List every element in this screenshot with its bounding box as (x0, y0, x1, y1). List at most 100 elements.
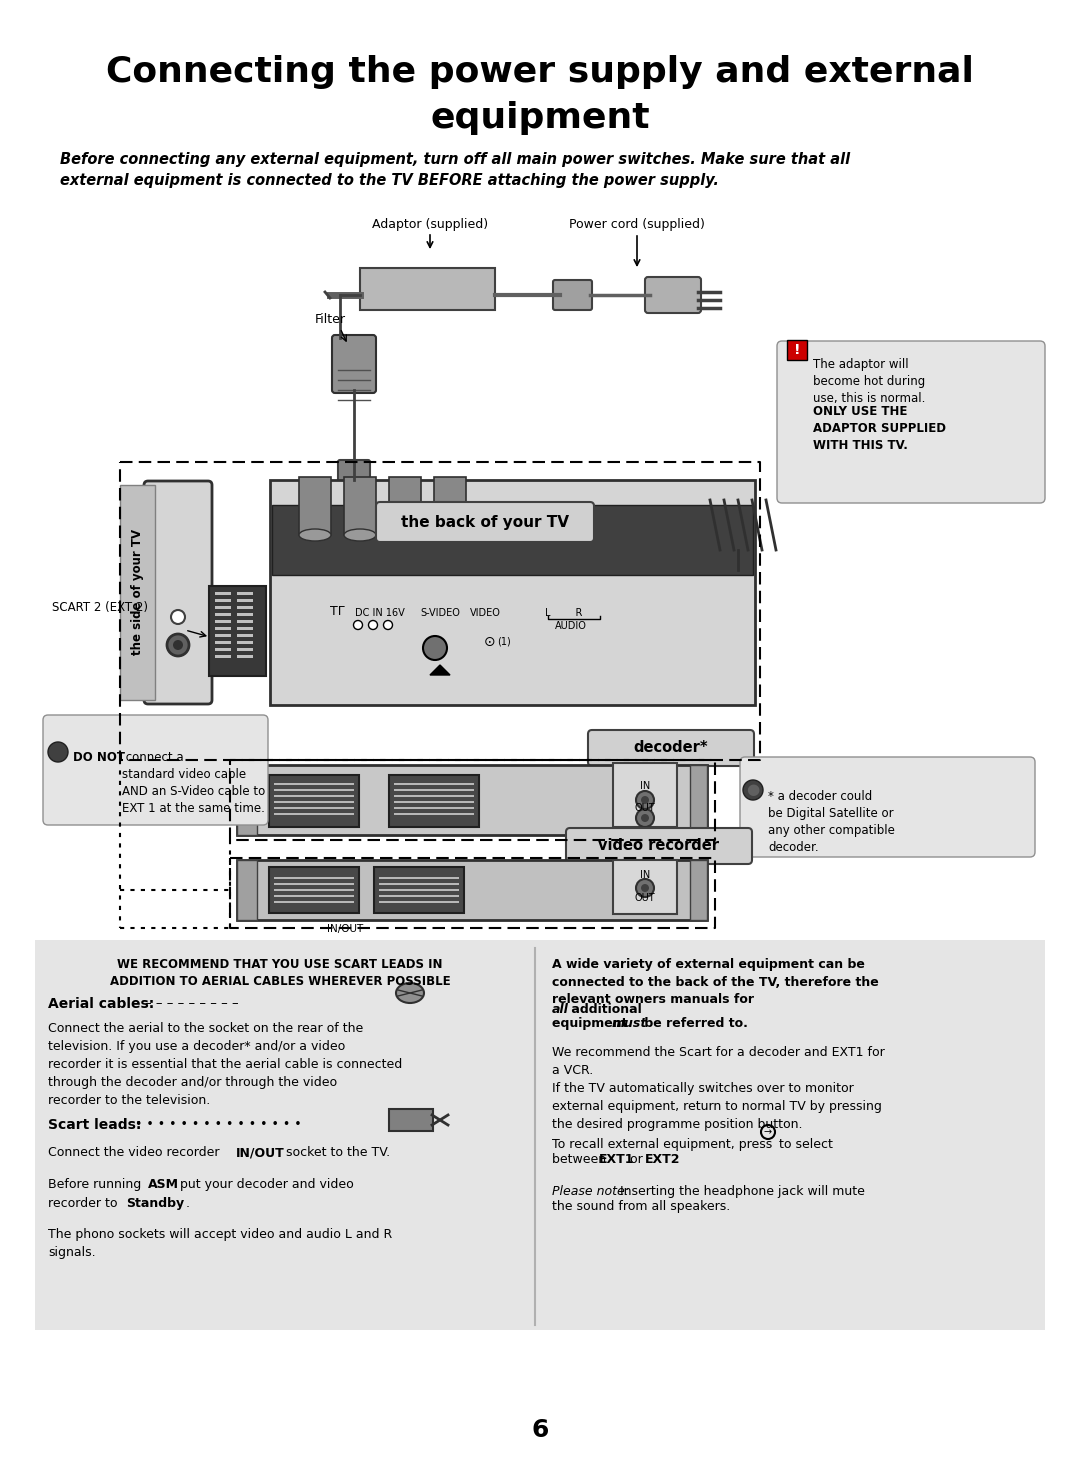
Text: * a decoder could
be Digital Satellite or
any other compatible
decoder.: * a decoder could be Digital Satellite o… (768, 790, 895, 854)
Bar (215, 620, 231, 623)
Ellipse shape (636, 879, 654, 897)
Bar (237, 764, 257, 835)
Bar (215, 613, 231, 616)
FancyBboxPatch shape (360, 268, 495, 309)
Ellipse shape (383, 620, 392, 629)
Text: OUT: OUT (635, 803, 656, 813)
Text: WE RECOMMEND THAT YOU USE SCART LEADS IN
ADDITION TO AERIAL CABLES WHEREVER POSS: WE RECOMMEND THAT YOU USE SCART LEADS IN… (110, 957, 450, 988)
Text: To recall external equipment, press: To recall external equipment, press (552, 1139, 777, 1150)
Text: the sound from all speakers.: the sound from all speakers. (552, 1200, 730, 1212)
FancyBboxPatch shape (120, 485, 156, 700)
Ellipse shape (396, 982, 424, 1003)
Bar (274, 782, 354, 785)
Bar (274, 888, 354, 891)
Text: equipment: equipment (430, 102, 650, 136)
Ellipse shape (389, 529, 421, 541)
Bar (237, 600, 253, 602)
Text: Scart leads:: Scart leads: (48, 1118, 141, 1131)
Text: →: → (764, 1127, 772, 1137)
Text: .: . (186, 1198, 190, 1209)
Bar (274, 800, 354, 803)
Text: put your decoder and video: put your decoder and video (176, 1178, 354, 1192)
Text: Please note:: Please note: (552, 1184, 629, 1198)
Bar (237, 613, 253, 616)
Bar (215, 605, 231, 608)
Bar (690, 860, 707, 921)
Text: DO NOT: DO NOT (73, 751, 125, 764)
Bar (237, 860, 257, 921)
Bar (215, 627, 231, 630)
Text: must: must (612, 1016, 647, 1030)
Bar (379, 888, 459, 891)
Text: Standby: Standby (126, 1198, 184, 1209)
Text: video recorder: video recorder (598, 838, 719, 853)
Text: The phono sockets will accept video and audio L and R
signals.: The phono sockets will accept video and … (48, 1228, 392, 1259)
Text: EXT2: EXT2 (645, 1153, 680, 1167)
Bar (237, 655, 253, 658)
Bar (787, 340, 807, 359)
Text: connect a
standard video cable
AND an S-Video cable to
EXT 1 at the same time.: connect a standard video cable AND an S-… (122, 751, 266, 815)
Bar (237, 592, 253, 595)
Text: If the TV automatically switches over to monitor
external equipment, return to n: If the TV automatically switches over to… (552, 1083, 882, 1131)
Text: between: between (552, 1153, 610, 1167)
Text: Aerial cables:: Aerial cables: (48, 997, 154, 1010)
Text: !: ! (794, 343, 800, 356)
Text: the back of your TV: the back of your TV (401, 514, 569, 529)
Ellipse shape (636, 809, 654, 826)
Bar (237, 620, 253, 623)
Text: IN/OUT: IN/OUT (327, 924, 363, 934)
Text: .: . (672, 1153, 676, 1167)
Bar (215, 600, 231, 602)
Bar (274, 788, 354, 791)
FancyBboxPatch shape (237, 764, 707, 835)
Text: SCART 2 (EXT 2): SCART 2 (EXT 2) (52, 601, 148, 614)
Ellipse shape (353, 620, 363, 629)
Bar (237, 648, 253, 651)
Ellipse shape (299, 529, 330, 541)
Ellipse shape (642, 795, 649, 804)
Text: The adaptor will
become hot during
use, this is normal.: The adaptor will become hot during use, … (813, 358, 926, 421)
Bar (299, 477, 330, 535)
Text: ASM: ASM (148, 1178, 179, 1192)
Bar (215, 592, 231, 595)
FancyBboxPatch shape (374, 868, 464, 913)
Bar (345, 477, 376, 535)
Text: Filter: Filter (315, 312, 346, 326)
FancyBboxPatch shape (645, 277, 701, 312)
Ellipse shape (743, 781, 762, 800)
Bar (690, 764, 707, 835)
Bar (379, 876, 459, 879)
Text: Before connecting any external equipment, turn off all main power switches. Make: Before connecting any external equipment… (60, 152, 850, 189)
Ellipse shape (434, 529, 465, 541)
Text: be referred to.: be referred to. (640, 1016, 747, 1030)
Text: • • • • • • • • • • • • • • •: • • • • • • • • • • • • • • • (135, 1118, 301, 1131)
Text: recorder to: recorder to (48, 1198, 121, 1209)
FancyBboxPatch shape (553, 280, 592, 309)
Text: AUDIO: AUDIO (555, 622, 586, 630)
Bar (237, 633, 253, 636)
Text: A wide variety of external equipment can be
connected to the back of the TV, the: A wide variety of external equipment can… (552, 957, 879, 1006)
Text: IN: IN (639, 781, 650, 791)
Text: socket to the TV.: socket to the TV. (282, 1146, 390, 1159)
FancyBboxPatch shape (376, 502, 594, 542)
FancyBboxPatch shape (269, 775, 359, 826)
Bar (274, 794, 354, 797)
Ellipse shape (368, 620, 378, 629)
FancyBboxPatch shape (35, 940, 1045, 1330)
Text: DC IN 16V: DC IN 16V (355, 608, 405, 619)
FancyBboxPatch shape (43, 714, 268, 825)
FancyBboxPatch shape (566, 828, 752, 865)
Text: IN/OUT: IN/OUT (237, 1146, 285, 1159)
Text: VIDEO: VIDEO (470, 608, 501, 619)
FancyBboxPatch shape (237, 860, 707, 921)
Ellipse shape (636, 791, 654, 809)
FancyBboxPatch shape (389, 1109, 433, 1131)
Text: – – – – – – – – –: – – – – – – – – – (145, 997, 239, 1010)
FancyBboxPatch shape (270, 480, 755, 706)
FancyBboxPatch shape (332, 334, 376, 393)
FancyBboxPatch shape (777, 342, 1045, 502)
Text: Adaptor (supplied): Adaptor (supplied) (372, 218, 488, 231)
Text: or: or (626, 1153, 647, 1167)
Text: We recommend the Scart for a decoder and EXT1 for
a VCR.: We recommend the Scart for a decoder and… (552, 1046, 885, 1077)
FancyBboxPatch shape (210, 586, 266, 676)
